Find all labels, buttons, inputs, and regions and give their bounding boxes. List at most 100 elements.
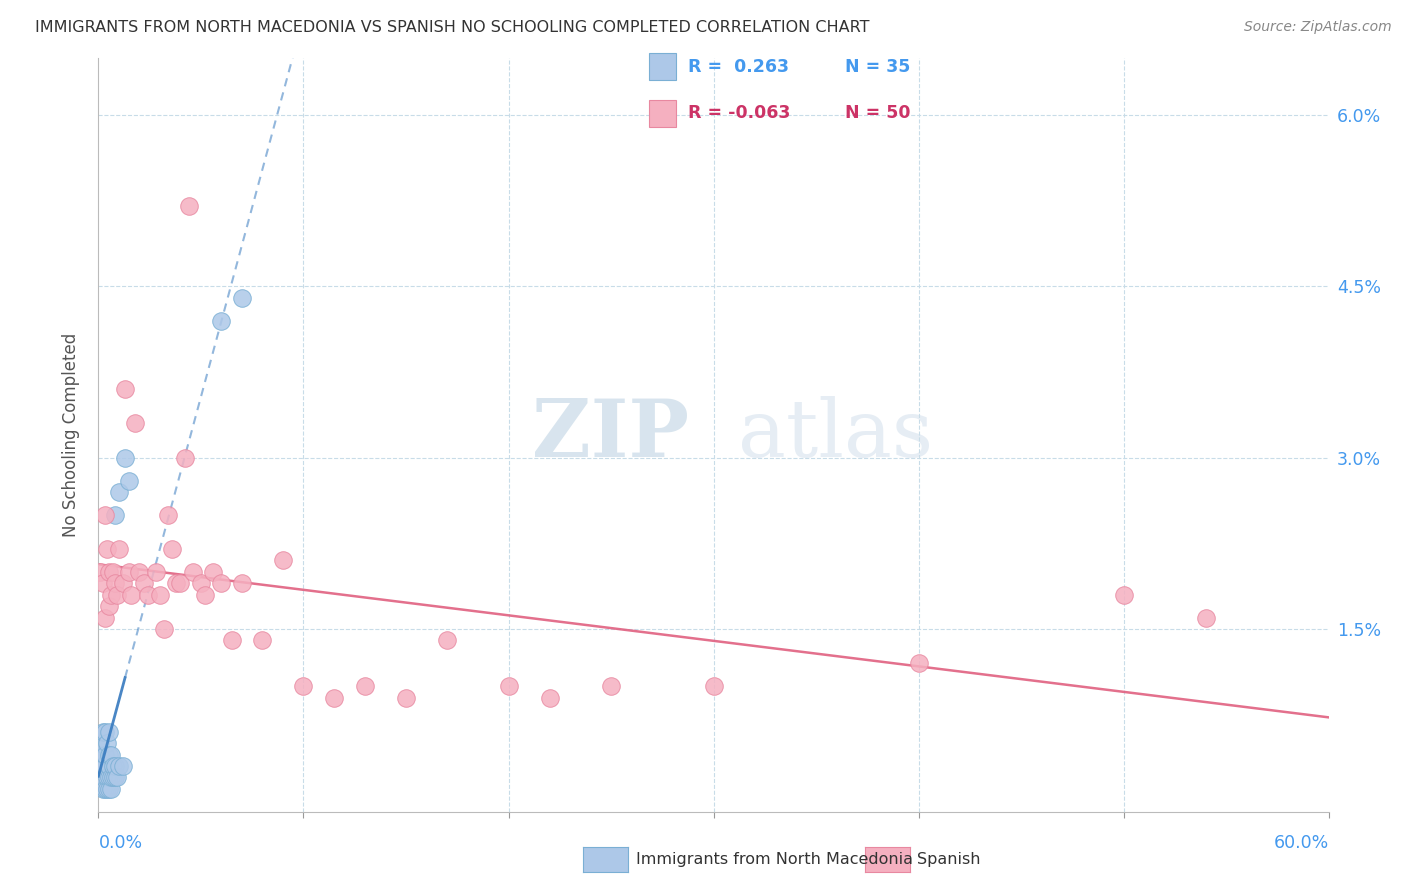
Point bbox=[97, 724, 120, 739]
Point bbox=[93, 781, 115, 796]
Point bbox=[91, 724, 114, 739]
Point bbox=[211, 313, 233, 327]
Text: ZIP: ZIP bbox=[531, 396, 689, 474]
Text: N = 50: N = 50 bbox=[845, 104, 911, 122]
Point bbox=[703, 679, 725, 693]
Point bbox=[177, 199, 200, 213]
Point bbox=[93, 759, 115, 773]
Point bbox=[105, 771, 128, 785]
Point bbox=[354, 679, 377, 693]
Point bbox=[100, 781, 122, 796]
Point bbox=[96, 781, 118, 796]
Point bbox=[114, 382, 136, 396]
Point bbox=[395, 690, 418, 705]
Point bbox=[162, 542, 184, 557]
Point bbox=[91, 781, 114, 796]
Point bbox=[271, 553, 294, 567]
Point bbox=[221, 633, 243, 648]
Point bbox=[211, 576, 233, 591]
Point bbox=[145, 565, 167, 579]
Point bbox=[231, 576, 253, 591]
Text: N = 35: N = 35 bbox=[845, 58, 911, 76]
Point bbox=[907, 657, 929, 671]
Point bbox=[600, 679, 623, 693]
Point bbox=[97, 747, 120, 762]
Point bbox=[252, 633, 274, 648]
Point bbox=[149, 588, 172, 602]
Point bbox=[120, 588, 142, 602]
Point bbox=[101, 565, 124, 579]
Text: 60.0%: 60.0% bbox=[1274, 834, 1329, 852]
Point bbox=[91, 576, 114, 591]
Point bbox=[323, 690, 346, 705]
Point bbox=[96, 736, 118, 750]
Point bbox=[108, 759, 131, 773]
Point bbox=[100, 588, 122, 602]
Point bbox=[132, 576, 155, 591]
Point bbox=[96, 771, 118, 785]
Point bbox=[292, 679, 315, 693]
Point bbox=[202, 565, 225, 579]
Point bbox=[100, 747, 122, 762]
Text: R =  0.263: R = 0.263 bbox=[688, 58, 789, 76]
Point bbox=[190, 576, 212, 591]
Point bbox=[128, 565, 150, 579]
FancyBboxPatch shape bbox=[648, 100, 676, 127]
Point bbox=[97, 599, 120, 614]
Point bbox=[89, 747, 111, 762]
FancyBboxPatch shape bbox=[648, 54, 676, 80]
Point bbox=[538, 690, 561, 705]
Point bbox=[194, 588, 217, 602]
Point bbox=[124, 417, 146, 431]
Point bbox=[114, 450, 136, 465]
Point bbox=[136, 588, 159, 602]
Point bbox=[165, 576, 187, 591]
Text: Spanish: Spanish bbox=[917, 853, 980, 867]
Text: Source: ZipAtlas.com: Source: ZipAtlas.com bbox=[1244, 20, 1392, 34]
Point bbox=[498, 679, 520, 693]
Point bbox=[91, 759, 114, 773]
Point bbox=[93, 724, 115, 739]
Point bbox=[93, 508, 115, 522]
Point bbox=[436, 633, 458, 648]
Point bbox=[89, 736, 111, 750]
Point bbox=[105, 588, 128, 602]
Point bbox=[97, 781, 120, 796]
Text: IMMIGRANTS FROM NORTH MACEDONIA VS SPANISH NO SCHOOLING COMPLETED CORRELATION CH: IMMIGRANTS FROM NORTH MACEDONIA VS SPANI… bbox=[35, 20, 870, 35]
Point bbox=[93, 747, 115, 762]
Y-axis label: No Schooling Completed: No Schooling Completed bbox=[62, 333, 80, 537]
Point bbox=[89, 759, 111, 773]
Point bbox=[1112, 588, 1135, 602]
Point bbox=[89, 565, 111, 579]
Text: R = -0.063: R = -0.063 bbox=[688, 104, 790, 122]
Point bbox=[1195, 610, 1218, 624]
Point bbox=[118, 565, 141, 579]
Point bbox=[97, 565, 120, 579]
Point bbox=[118, 474, 141, 488]
Point bbox=[153, 622, 176, 636]
Text: Immigrants from North Macedonia: Immigrants from North Macedonia bbox=[636, 853, 912, 867]
Point bbox=[104, 771, 127, 785]
Point bbox=[112, 576, 135, 591]
Text: atlas: atlas bbox=[738, 396, 934, 474]
Point bbox=[96, 542, 118, 557]
Point bbox=[97, 771, 120, 785]
Point bbox=[181, 565, 204, 579]
Point bbox=[173, 450, 195, 465]
Point bbox=[108, 542, 131, 557]
Point bbox=[231, 291, 253, 305]
Point bbox=[93, 610, 115, 624]
Point bbox=[108, 485, 131, 500]
Point bbox=[104, 508, 127, 522]
Point bbox=[101, 771, 124, 785]
Point bbox=[169, 576, 191, 591]
Point bbox=[101, 759, 124, 773]
Point bbox=[97, 759, 120, 773]
Point bbox=[157, 508, 180, 522]
Point bbox=[104, 759, 127, 773]
Point bbox=[112, 759, 135, 773]
Point bbox=[100, 771, 122, 785]
Point bbox=[91, 771, 114, 785]
Text: 0.0%: 0.0% bbox=[98, 834, 142, 852]
Point bbox=[104, 576, 127, 591]
